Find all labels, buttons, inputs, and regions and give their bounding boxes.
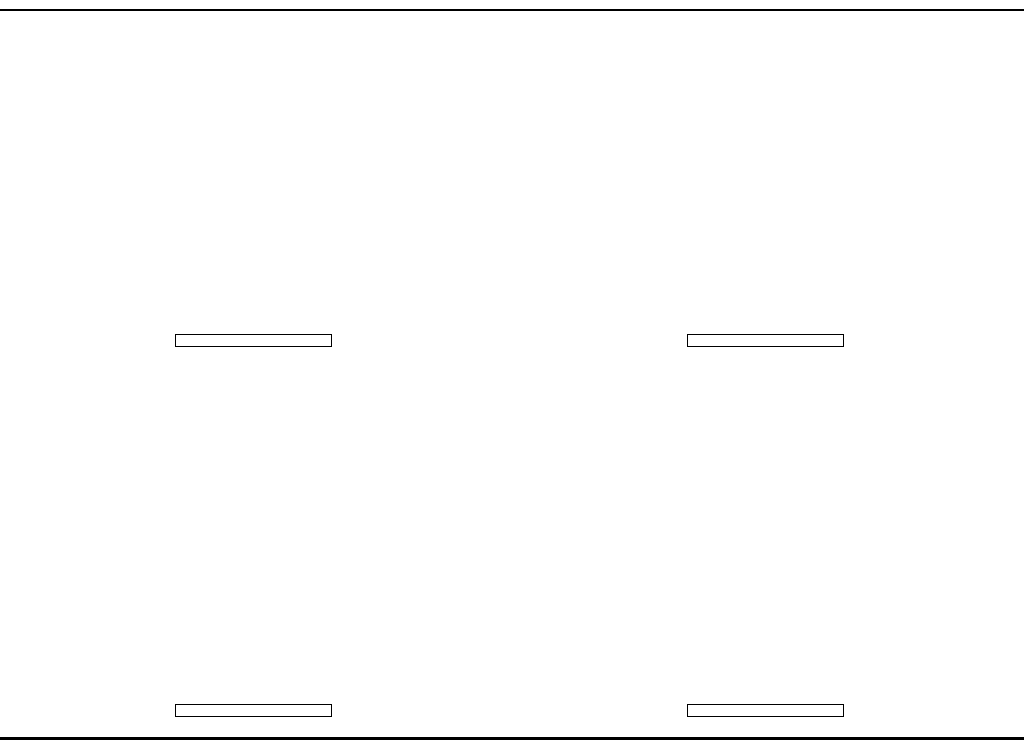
colorbar-tick-labels: [687, 347, 844, 361]
panel-potential-temperature: [512, 10, 1024, 380]
colorbar-tick-labels: [687, 717, 844, 731]
window-top-border: [0, 9, 1024, 11]
panel-zonal-velocity: [0, 380, 512, 740]
colorbar: [175, 334, 332, 347]
panel-density-of-cloud: [0, 10, 512, 380]
contour-plot-canvas: [587, 453, 949, 627]
colorbar: [175, 704, 332, 717]
contour-plot-canvas: [75, 453, 437, 627]
panel-vertical-velocity: [512, 380, 1024, 740]
colorbar-tick-labels: [175, 347, 332, 361]
colorbar: [687, 334, 844, 347]
colorbar: [687, 704, 844, 717]
contour-plot-canvas: [75, 83, 437, 257]
contour-plot-canvas: [587, 83, 949, 257]
window-bottom-border: [0, 737, 1024, 740]
colorbar-tick-labels: [175, 717, 332, 731]
